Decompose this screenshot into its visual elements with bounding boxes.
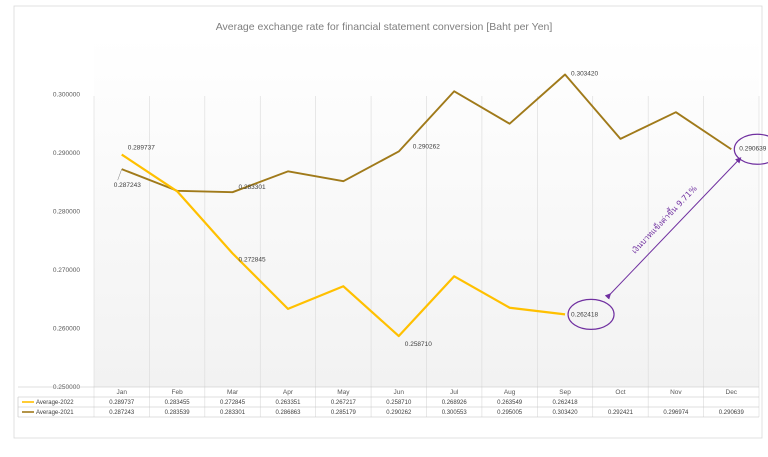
series-line-average-2022 (121, 153, 566, 338)
x-tick-label: Aug (504, 389, 516, 396)
y-tick-label: 0.280000 (53, 209, 80, 216)
data-label: 0.303420 (571, 70, 598, 77)
change-arrow (604, 157, 742, 300)
x-tick-label: Nov (670, 389, 682, 396)
leader-line (117, 169, 122, 181)
data-label: 0.283301 (239, 184, 266, 191)
table-cell: 0.303420 (553, 410, 579, 416)
x-tick-label: Feb (172, 389, 184, 396)
x-tick-label: Sep (559, 389, 571, 396)
y-tick-label: 0.260000 (53, 326, 80, 333)
data-label: 0.272845 (239, 256, 266, 263)
table-cell: 0.300553 (442, 410, 468, 416)
data-label: 0.290262 (413, 143, 440, 150)
x-tick-label: Oct (615, 389, 625, 396)
table-cell: 0.287243 (109, 410, 135, 416)
y-tick-label: 0.300000 (53, 92, 80, 99)
x-tick-label: Jul (450, 389, 459, 396)
table-cell: 0.272845 (220, 400, 246, 406)
y-tick-label: 0.250000 (53, 384, 80, 391)
table-cell: 0.285179 (331, 410, 357, 416)
highlight-circle (567, 298, 615, 330)
data-label: 0.287243 (114, 182, 141, 189)
table-cell: 0.290639 (719, 410, 745, 416)
table-cell: 0.283455 (165, 400, 191, 406)
table-cell: 0.286863 (275, 410, 301, 416)
x-tick-label: Apr (283, 389, 294, 396)
x-tick-label: Mar (227, 389, 239, 396)
table-cell: 0.289737 (109, 400, 135, 406)
table-cell: 0.262418 (553, 400, 579, 406)
legend-entry: Average-2022 (36, 400, 74, 406)
table-cell: 0.267217 (331, 400, 357, 406)
data-label: 0.262418 (571, 311, 598, 318)
table-cell: 0.292421 (608, 410, 634, 416)
data-label: 0.258710 (405, 341, 432, 348)
data-label: 0.290639 (739, 145, 766, 152)
table-cell: 0.296974 (663, 410, 689, 416)
legend-entry: Average-2021 (36, 410, 74, 416)
table-cell: 0.283539 (165, 410, 191, 416)
data-label: 0.289737 (128, 145, 155, 152)
y-tick-label: 0.270000 (53, 267, 80, 274)
x-tick-label: May (337, 389, 350, 396)
table-cell: 0.263351 (275, 400, 301, 406)
table-cell: 0.290262 (386, 410, 412, 416)
table-cell: 0.258710 (386, 400, 412, 406)
x-tick-label: Jun (394, 389, 405, 396)
table-cell: 0.283301 (220, 410, 246, 416)
y-tick-label: 0.290000 (53, 150, 80, 157)
table-cell: 0.268926 (442, 400, 468, 406)
series-line-average-2021 (121, 73, 732, 194)
x-tick-label: Jan (116, 389, 127, 396)
table-cell: 0.295005 (497, 410, 523, 416)
table-cell: 0.263549 (497, 400, 523, 406)
x-tick-label: Dec (726, 389, 738, 396)
chart-title: Average exchange rate for financial stat… (216, 21, 553, 33)
highlight-circle (733, 133, 768, 165)
